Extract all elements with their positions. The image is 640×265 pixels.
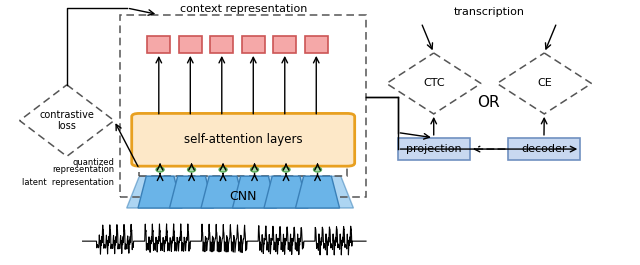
Text: decoder: decoder — [521, 144, 566, 154]
Text: CNN: CNN — [230, 189, 257, 203]
Polygon shape — [170, 176, 214, 208]
Text: CE: CE — [537, 78, 552, 89]
Polygon shape — [138, 176, 182, 208]
Ellipse shape — [282, 167, 290, 172]
Text: OR: OR — [477, 95, 500, 109]
Polygon shape — [264, 176, 308, 208]
FancyBboxPatch shape — [132, 113, 355, 166]
FancyBboxPatch shape — [211, 36, 233, 53]
Text: CTC: CTC — [423, 78, 445, 89]
FancyBboxPatch shape — [397, 138, 470, 160]
Ellipse shape — [188, 167, 196, 172]
Polygon shape — [296, 176, 340, 208]
Text: latent  representation: latent representation — [22, 178, 114, 187]
Ellipse shape — [314, 167, 321, 172]
Polygon shape — [20, 85, 114, 156]
Polygon shape — [387, 53, 481, 114]
FancyBboxPatch shape — [179, 36, 202, 53]
Ellipse shape — [156, 167, 164, 172]
FancyBboxPatch shape — [508, 138, 580, 160]
Polygon shape — [201, 176, 245, 208]
Text: contrastive
loss: contrastive loss — [40, 110, 94, 131]
Bar — [140, 162, 347, 176]
FancyBboxPatch shape — [147, 36, 170, 53]
Ellipse shape — [251, 167, 259, 172]
Polygon shape — [497, 53, 591, 114]
Text: projection: projection — [406, 144, 461, 154]
Text: self-attention layers: self-attention layers — [184, 133, 303, 146]
Text: quantized: quantized — [72, 158, 114, 167]
Polygon shape — [127, 176, 353, 208]
FancyBboxPatch shape — [273, 36, 296, 53]
Text: context representation: context representation — [179, 4, 307, 14]
FancyBboxPatch shape — [242, 36, 264, 53]
Text: transcription: transcription — [453, 7, 524, 17]
Text: representation: representation — [52, 165, 114, 174]
FancyBboxPatch shape — [305, 36, 328, 53]
Ellipse shape — [219, 167, 227, 172]
Polygon shape — [232, 176, 276, 208]
Bar — [120, 15, 366, 197]
